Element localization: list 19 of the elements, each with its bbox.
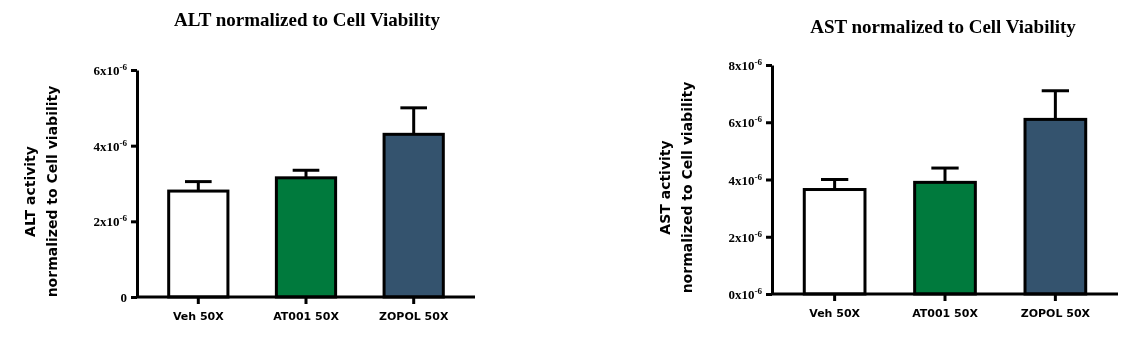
y-tick-label: 4x10$^{-6}$	[728, 171, 763, 188]
y-tick-label: 6x10$^{-6}$	[93, 62, 128, 79]
x-tick-label: ZOPOL 50X	[379, 310, 449, 324]
chart-title: ALT normalized to Cell Viability	[173, 9, 441, 30]
y-tick-label: 0	[120, 290, 127, 306]
y-tick-label: 0x10$^{-6}$	[728, 286, 763, 303]
y-tick-label: 4x10$^{-6}$	[93, 137, 128, 154]
x-tick-label: Veh 50X	[809, 307, 861, 321]
y-axis-title: ALT activity normalized to Cell viability	[22, 85, 60, 298]
x-tick-label: AT001 50X	[912, 307, 979, 321]
chart-title: AST normalized to Cell Viability	[810, 16, 1077, 37]
x-tick-label: Veh 50X	[172, 310, 225, 324]
y-tick-label: 2x10$^{-6}$	[93, 213, 128, 230]
y-tick-label: 8x10$^{-6}$	[728, 57, 763, 74]
y-axis-title: AST activity normalized to Cell viability	[657, 81, 695, 294]
x-tick-label: AT001 50X	[273, 310, 340, 324]
y-tick-label: 6x10$^{-6}$	[728, 114, 763, 131]
y-tick-label: 2x10$^{-6}$	[728, 228, 763, 245]
x-tick-label: ZOPOL 50X	[1020, 307, 1091, 321]
